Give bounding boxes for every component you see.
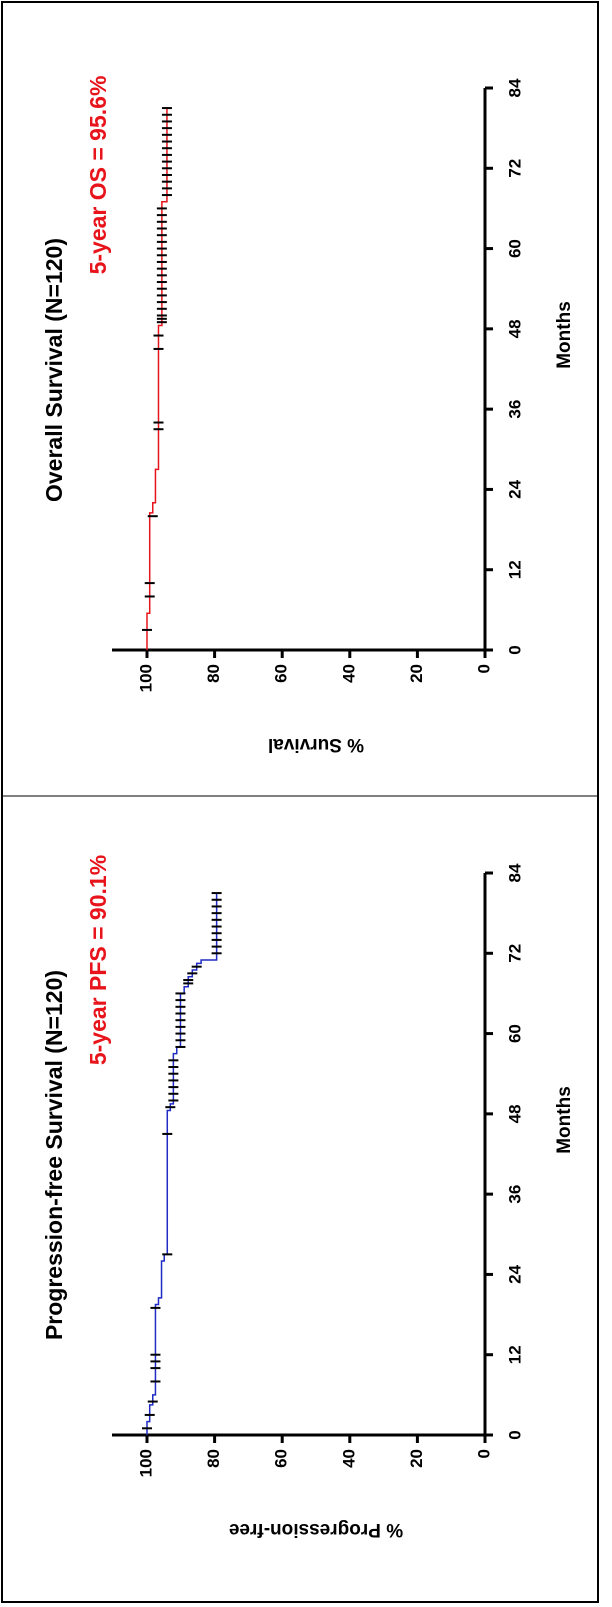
y-tick-label: 60 [272, 1449, 291, 1468]
y-tick-label: 0 [474, 1449, 493, 1458]
y-tick-label: 40 [339, 664, 358, 683]
y-tick-label: 40 [339, 1449, 358, 1468]
x-tick-label: 60 [505, 239, 524, 258]
y-tick-label: 20 [407, 1449, 426, 1468]
y-tick-label: 100 [136, 1449, 155, 1477]
x-tick-label: 60 [505, 1024, 524, 1043]
x-tick-label: 0 [505, 1430, 524, 1439]
x-axis-label: Months [554, 301, 575, 369]
x-tick-label: 24 [505, 479, 524, 498]
chart-panel: 0 12 24 36 48 60 72 84 0 20 40 60 80 100 Overall Survi… [41, 76, 575, 755]
y-tick-label: 100 [136, 664, 155, 692]
y-axis-label: % Progression-free [229, 1519, 403, 1540]
survival-curve [146, 893, 218, 1435]
x-tick-label: 0 [505, 645, 524, 654]
x-tick-label: 72 [505, 159, 524, 178]
y-tick-label: 80 [204, 664, 223, 683]
x-tick-label: 48 [505, 1104, 524, 1123]
x-tick-label: 48 [505, 319, 524, 338]
x-tick-label: 24 [505, 1264, 524, 1283]
x-tick-label: 12 [505, 1345, 524, 1364]
y-axis-label: % Survival [268, 734, 364, 755]
y-tick-label: 60 [272, 664, 291, 683]
x-tick-label: 72 [505, 944, 524, 963]
y-tick-label: 80 [204, 1449, 223, 1468]
survival-curve [146, 108, 168, 650]
annotation: 5-year PFS = 90.1% [85, 855, 111, 1065]
chart-title: Progression-free Survival (N=120) [41, 970, 67, 1340]
x-tick-label: 12 [505, 560, 524, 579]
y-tick-label: 0 [474, 664, 493, 673]
annotation: 5-year OS = 95.6% [85, 76, 111, 275]
x-tick-label: 36 [505, 400, 524, 419]
y-tick-label: 20 [407, 664, 426, 683]
chart-panel: 0 12 24 36 48 60 72 84 0 20 40 60 80 100 Progression-f… [41, 855, 575, 1540]
x-tick-label: 84 [505, 78, 524, 97]
frame [1, 1, 599, 1603]
chart-title: Overall Survival (N=120) [41, 238, 67, 502]
x-tick-label: 84 [505, 863, 524, 882]
x-axis-label: Months [554, 1086, 575, 1154]
x-tick-label: 36 [505, 1185, 524, 1204]
